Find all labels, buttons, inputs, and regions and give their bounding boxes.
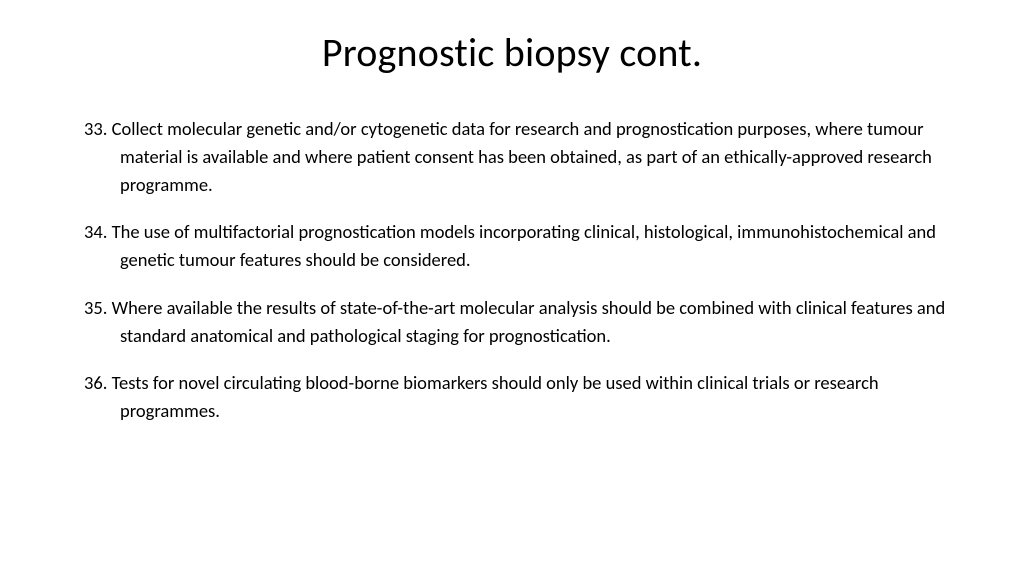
- item-text: The use of multifactorial prognosticatio…: [107, 220, 936, 271]
- slide-body: 33. Collect molecular genetic and/or cyt…: [48, 115, 976, 425]
- list-item: 36. Tests for novel circulating blood-bo…: [48, 369, 976, 425]
- item-text: Collect molecular genetic and/or cytogen…: [107, 117, 931, 196]
- item-number: 34.: [84, 220, 107, 243]
- slide: Prognostic biopsy cont. 33. Collect mole…: [0, 0, 1024, 576]
- slide-title: Prognostic biopsy cont.: [48, 28, 976, 77]
- list-item: 33. Collect molecular genetic and/or cyt…: [48, 115, 976, 198]
- list-item: 34. The use of multifactorial prognostic…: [48, 218, 976, 274]
- item-text: Tests for novel circulating blood-borne …: [107, 371, 878, 422]
- item-number: 36.: [84, 371, 107, 394]
- item-text: Where available the results of state-of-…: [107, 296, 945, 347]
- item-number: 33.: [84, 117, 107, 140]
- list-item: 35. Where available the results of state…: [48, 294, 976, 350]
- item-number: 35.: [84, 296, 107, 319]
